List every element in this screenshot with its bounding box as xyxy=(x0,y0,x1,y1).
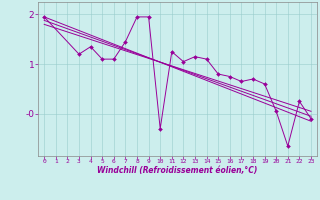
X-axis label: Windchill (Refroidissement éolien,°C): Windchill (Refroidissement éolien,°C) xyxy=(97,166,258,175)
